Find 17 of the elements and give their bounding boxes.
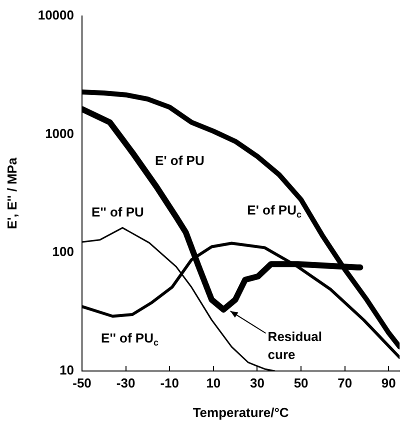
x-tick-label: -10 (160, 375, 180, 390)
y-tick-label: 100 (52, 244, 74, 260)
y-tick-label: 1000 (45, 126, 74, 141)
series-label: E'' of PU (92, 204, 144, 220)
x-tick-label: 90 (381, 375, 396, 390)
x-tick-label: 30 (250, 375, 264, 390)
x-tick-label: 10 (206, 375, 221, 390)
x-tick-label: -50 (72, 375, 92, 390)
y-tick-label: 10000 (38, 7, 74, 22)
x-tick-label: 70 (338, 375, 352, 390)
y-axis-title: E', E'' / MPa (4, 156, 20, 230)
x-tick-label: 50 (294, 375, 308, 390)
x-axis-title: Temperature/°C (192, 404, 290, 420)
series-label: E' of PU (155, 153, 204, 168)
annotation: Residual cure (268, 328, 322, 362)
y-tick-label: 10 (60, 362, 74, 378)
x-tick-label: -30 (116, 375, 136, 390)
